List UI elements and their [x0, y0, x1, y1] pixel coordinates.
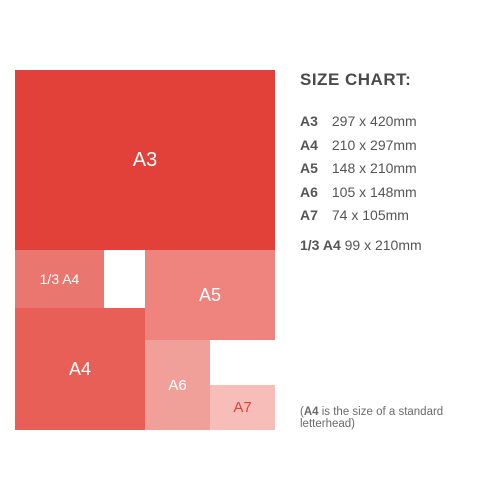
legend-row-dims: 105 x 148mm: [328, 184, 417, 200]
size-box-a7: A7: [210, 385, 275, 430]
legend-row-label: A4: [300, 136, 328, 156]
legend-title: SIZE CHART:: [300, 70, 490, 90]
legend-row: A7 74 x 105mm: [300, 206, 490, 226]
legend-row: A5 148 x 210mm: [300, 159, 490, 179]
legend-row-label: 1/3 A4: [300, 236, 341, 256]
size-box-a3: A3: [15, 70, 275, 250]
legend-row-dims: 148 x 210mm: [328, 160, 417, 176]
legend-row-label: A3: [300, 112, 328, 132]
footnote: (A4 is the size of a standard letterhead…: [300, 406, 485, 430]
legend-row-label: A7: [300, 206, 328, 226]
legend-row-dims: 297 x 420mm: [328, 113, 417, 129]
size-legend: SIZE CHART: A3 297 x 420mmA4 210 x 297mm…: [300, 70, 490, 260]
legend-row-label: A5: [300, 159, 328, 179]
legend-rows: A3 297 x 420mmA4 210 x 297mmA5 148 x 210…: [300, 112, 490, 256]
size-box-a4: A4: [15, 308, 145, 430]
size-box-a6: A6: [145, 340, 210, 430]
size-box-a5: A5: [145, 250, 275, 340]
legend-row: A4 210 x 297mm: [300, 136, 490, 156]
footnote-bold: A4: [304, 406, 319, 418]
footnote-rest: is the size of a standard letterhead): [300, 406, 443, 430]
legend-row-dims: 210 x 297mm: [328, 137, 417, 153]
legend-row: 1/3 A4 99 x 210mm: [300, 236, 490, 256]
legend-row-dims: 99 x 210mm: [341, 237, 422, 253]
legend-row-dims: 74 x 105mm: [328, 207, 409, 223]
legend-row: A3 297 x 420mm: [300, 112, 490, 132]
size-box-third: 1/3 A4: [15, 250, 104, 308]
legend-row: A6 105 x 148mm: [300, 183, 490, 203]
legend-row-label: A6: [300, 183, 328, 203]
size-diagram: A31/3 A4 A5A4A6A7: [15, 70, 275, 430]
